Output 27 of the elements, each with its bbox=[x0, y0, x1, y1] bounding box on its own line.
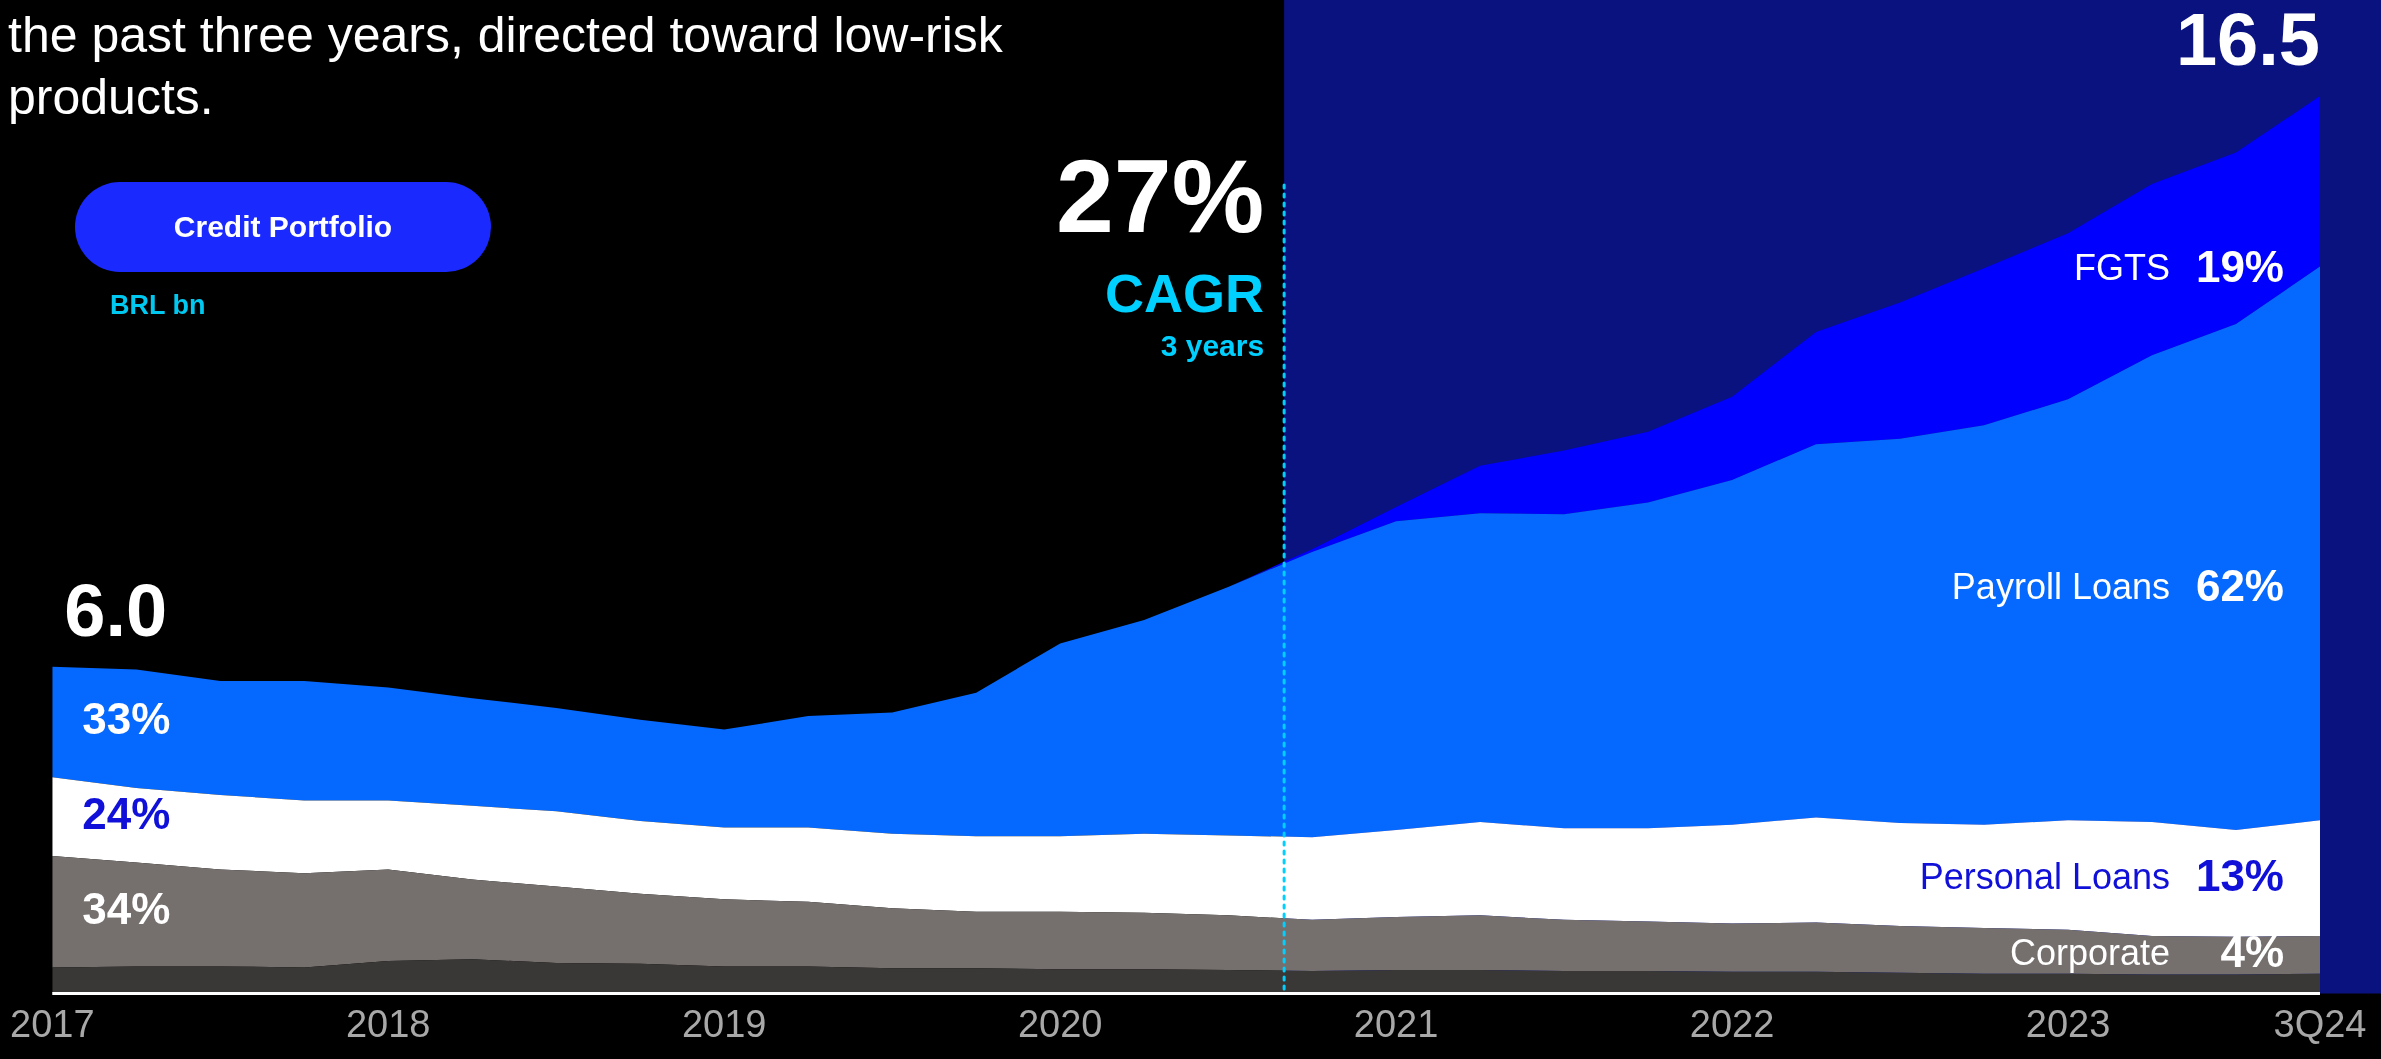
series-label: Payroll Loans bbox=[1951, 565, 2170, 607]
annotation: 13% bbox=[2195, 851, 2284, 901]
annotation: 4% bbox=[2220, 927, 2284, 977]
x-tick-label: 2023 bbox=[2025, 1002, 2111, 1045]
annotation: 3 years bbox=[1160, 329, 1265, 362]
annotation: the past three years, directed toward low-risk products. bbox=[8, 6, 1004, 127]
annotation: 16.5 bbox=[2175, 0, 2320, 82]
annotation: 62% bbox=[2195, 560, 2284, 610]
x-tick-label: 2018 bbox=[345, 1002, 431, 1045]
text: Credit Portfolio bbox=[173, 210, 393, 244]
x-tick-label: 2019 bbox=[681, 1002, 767, 1045]
annotation: 24% bbox=[82, 788, 171, 838]
x-tick-label: 2021 bbox=[1353, 1002, 1439, 1045]
annotation: 19% bbox=[2195, 242, 2284, 292]
x-tick-label: 3Q24 bbox=[2273, 1002, 2367, 1045]
x-tick-label: 2020 bbox=[1017, 1002, 1103, 1045]
x-tick-label: 2017 bbox=[9, 1002, 95, 1045]
annotation: 34% bbox=[82, 883, 171, 933]
series-label: Personal Loans bbox=[1919, 855, 2170, 897]
text: BRL bn bbox=[110, 290, 206, 321]
x-tick-label: 2022 bbox=[1689, 1002, 1775, 1045]
series-label: FGTS bbox=[2074, 246, 2170, 288]
series-label: Corporate bbox=[2009, 932, 2170, 974]
annotation: 33% bbox=[82, 694, 171, 744]
annotation: 6.0 bbox=[64, 569, 168, 653]
annotation: 27% bbox=[1055, 138, 1265, 254]
ref-line-label: CAGR bbox=[1105, 263, 1265, 323]
